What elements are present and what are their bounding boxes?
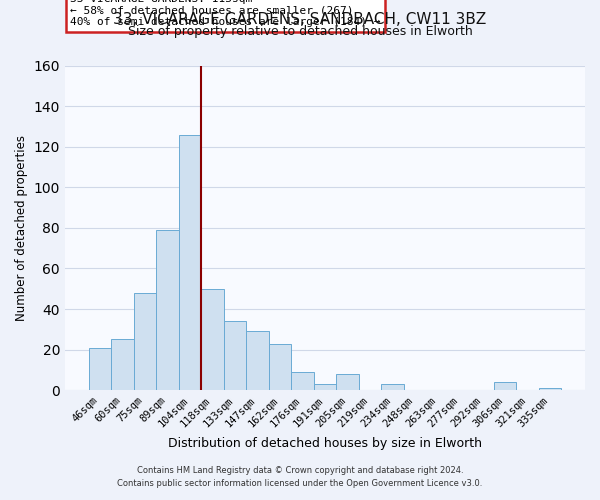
- Bar: [291, 372, 314, 390]
- Text: 33 VICARAGE GARDENS: 115sqm
← 58% of detached houses are smaller (267)
40% of se: 33 VICARAGE GARDENS: 115sqm ← 58% of det…: [70, 0, 380, 28]
- Text: Size of property relative to detached houses in Elworth: Size of property relative to detached ho…: [128, 25, 472, 38]
- Bar: [156, 230, 179, 390]
- Bar: [314, 384, 336, 390]
- Bar: [336, 374, 359, 390]
- X-axis label: Distribution of detached houses by size in Elworth: Distribution of detached houses by size …: [168, 437, 482, 450]
- Bar: [201, 288, 224, 390]
- Bar: [134, 293, 156, 390]
- Bar: [269, 344, 291, 390]
- Bar: [539, 388, 562, 390]
- Bar: [246, 332, 269, 390]
- Bar: [224, 321, 246, 390]
- Bar: [111, 340, 134, 390]
- Text: Contains HM Land Registry data © Crown copyright and database right 2024.
Contai: Contains HM Land Registry data © Crown c…: [118, 466, 482, 487]
- Y-axis label: Number of detached properties: Number of detached properties: [15, 135, 28, 321]
- Bar: [179, 134, 201, 390]
- Text: 33, VICARAGE GARDENS, SANDBACH, CW11 3BZ: 33, VICARAGE GARDENS, SANDBACH, CW11 3BZ: [113, 12, 487, 28]
- Bar: [494, 382, 517, 390]
- Bar: [381, 384, 404, 390]
- Bar: [89, 348, 111, 390]
